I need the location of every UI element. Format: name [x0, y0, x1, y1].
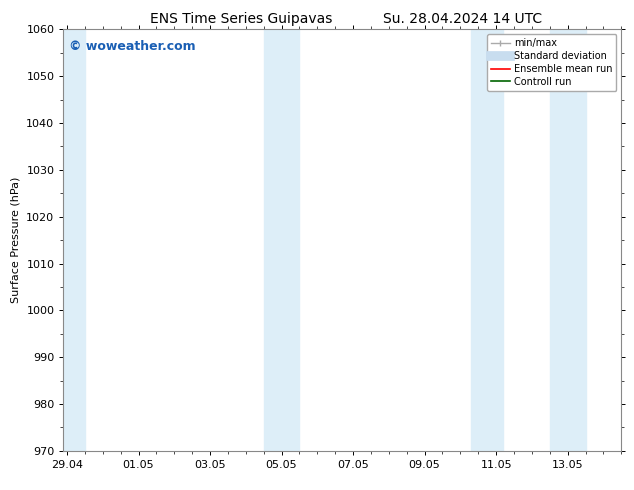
Legend: min/max, Standard deviation, Ensemble mean run, Controll run: min/max, Standard deviation, Ensemble me… — [487, 34, 616, 91]
Text: ENS Time Series Guipavas: ENS Time Series Guipavas — [150, 12, 332, 26]
Bar — [264, 29, 299, 451]
Y-axis label: Surface Pressure (hPa): Surface Pressure (hPa) — [11, 177, 21, 303]
Bar — [63, 29, 85, 451]
Bar — [550, 29, 586, 451]
Text: © woweather.com: © woweather.com — [69, 40, 196, 53]
Bar — [471, 29, 503, 451]
Text: Su. 28.04.2024 14 UTC: Su. 28.04.2024 14 UTC — [384, 12, 542, 26]
